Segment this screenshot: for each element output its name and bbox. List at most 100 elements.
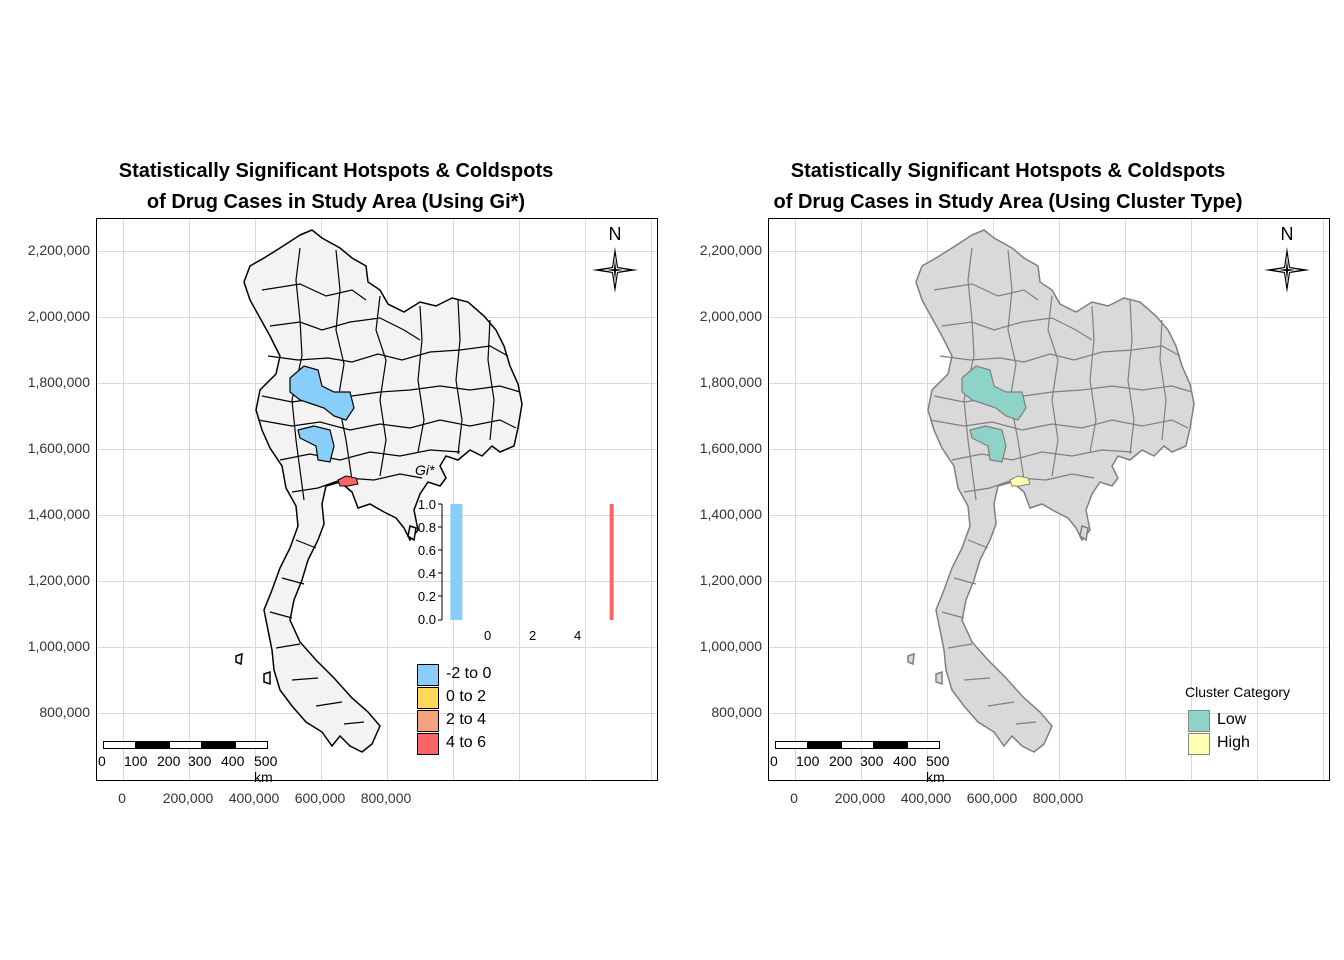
province-boundary — [343, 721, 365, 725]
y-tick-label: 2,200,000 — [699, 242, 762, 258]
scale-label: 400 — [893, 753, 917, 769]
gridline — [795, 219, 796, 780]
province-boundary — [951, 449, 1133, 461]
hist-y-tick: 0.0 — [417, 612, 436, 627]
highlighted-provinces — [289, 365, 359, 487]
scale-label: 200 — [829, 753, 853, 769]
island-piece — [263, 670, 271, 686]
y-tick-label: 1,400,000 — [27, 506, 90, 522]
thailand-provinces-map — [907, 229, 1195, 753]
island-piece — [235, 652, 243, 666]
province-boundary — [275, 643, 301, 649]
gridline — [519, 219, 520, 780]
gridline — [769, 515, 1329, 516]
legend-swatch — [417, 687, 439, 709]
y-tick-label: 1,800,000 — [27, 374, 90, 390]
gridline — [97, 647, 657, 648]
province-boundary — [375, 295, 387, 477]
scale-label: 300 — [860, 753, 884, 769]
province-boundary — [941, 611, 965, 619]
x-tick-label: 600,000 — [294, 790, 346, 806]
gridline — [97, 515, 657, 516]
island-piece — [407, 525, 417, 542]
scale-label: 300 — [188, 753, 212, 769]
coldspot-province — [297, 425, 335, 463]
hist-y-tick: 0.6 — [417, 543, 436, 558]
low-cluster-province — [969, 425, 1007, 463]
province-boundary — [967, 539, 989, 549]
hist-y-tick: 0.8 — [417, 520, 436, 535]
y-tick-label: 2,000,000 — [699, 308, 762, 324]
hist-y-tick: 0.2 — [417, 589, 436, 604]
gridline — [769, 251, 1329, 252]
x-tick-label: 400,000 — [900, 790, 952, 806]
scale-label: 500 km — [926, 753, 950, 785]
legend-label: High — [1217, 734, 1250, 751]
highlighted-provinces — [961, 365, 1031, 487]
province-boundary — [455, 299, 463, 455]
gridline — [453, 219, 454, 780]
country-outline — [235, 229, 523, 753]
map-title-line2: of Drug Cases in Study Area (Using Gi*) — [146, 191, 526, 213]
gridline — [1125, 219, 1126, 780]
gridline — [861, 219, 862, 780]
scale-segment — [874, 741, 907, 749]
gridline — [123, 219, 124, 780]
province-boundary — [933, 283, 1039, 301]
legend-label: 2 to 4 — [446, 711, 487, 728]
gridline — [769, 647, 1329, 648]
island-piece — [935, 670, 943, 686]
y-tick-label: 2,200,000 — [27, 242, 90, 258]
gridline — [927, 219, 928, 780]
scale-label: 100 — [124, 753, 148, 769]
province-boundary — [261, 283, 367, 301]
province-boundary — [417, 305, 425, 453]
gi-star-map-panel: Statistically Significant Hotspots & Col… — [27, 160, 658, 806]
histogram-plot — [438, 503, 614, 621]
province-boundary — [291, 473, 423, 493]
province-boundary — [963, 473, 1095, 493]
x-tick-label: 600,000 — [966, 790, 1018, 806]
gridline — [585, 219, 586, 780]
province-boundary — [1159, 319, 1167, 441]
country-outline — [907, 229, 1195, 753]
gridline — [255, 219, 256, 780]
scale-segment — [169, 741, 202, 749]
province-boundary — [939, 345, 1181, 363]
x-tick-label: 0 — [118, 790, 126, 806]
hist-x-tick: 4 — [574, 628, 582, 643]
island-piece — [907, 652, 915, 666]
legend-title: Gi* — [415, 462, 435, 478]
province-boundary — [953, 577, 977, 585]
scale-label: 0 — [98, 753, 106, 769]
scale-label: 400 — [221, 753, 245, 769]
scale-label: 100 — [796, 753, 820, 769]
province-boundary — [963, 677, 991, 681]
scale-segment — [775, 741, 808, 749]
legend-swatch — [1188, 710, 1210, 732]
x-tick-label: 800,000 — [1032, 790, 1084, 806]
y-tick-label: 1,600,000 — [27, 440, 90, 456]
coldspot-province — [289, 365, 355, 421]
gridline — [651, 219, 652, 780]
legend-label: Low — [1217, 711, 1247, 728]
x-tick-label: 200,000 — [162, 790, 214, 806]
province-boundary — [269, 611, 293, 619]
province-boundary — [295, 539, 317, 549]
scale-segment — [808, 741, 841, 749]
hist-y-tick: 0.4 — [417, 566, 436, 581]
scale-segment — [841, 741, 874, 749]
map-title-line1: Statistically Significant Hotspots & Col… — [790, 160, 1226, 182]
x-tick-label: 400,000 — [228, 790, 280, 806]
legend-label: 4 to 6 — [446, 734, 487, 751]
scale-label: 200 — [157, 753, 181, 769]
north-label: N — [1280, 224, 1294, 244]
thailand-provinces-map — [235, 229, 523, 753]
province-boundary — [487, 319, 495, 441]
y-tick-label: 1,200,000 — [27, 572, 90, 588]
province-boundaries — [257, 247, 521, 725]
province-boundary — [1089, 305, 1097, 453]
province-boundary — [257, 419, 517, 431]
y-tick-label: 2,000,000 — [27, 308, 90, 324]
y-tick-label: 1,600,000 — [699, 440, 762, 456]
